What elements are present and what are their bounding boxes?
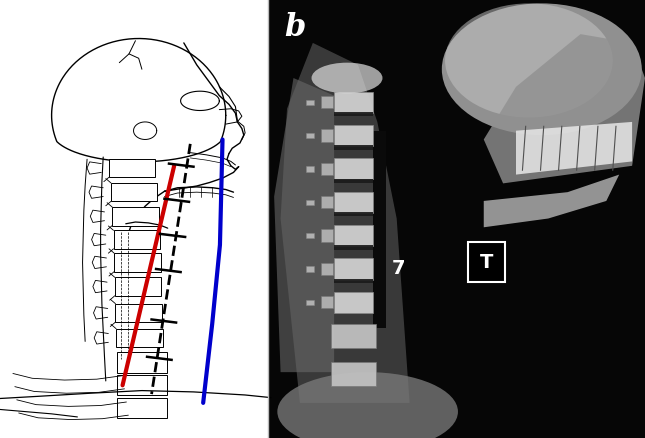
Bar xyxy=(268,0,645,438)
Text: T: T xyxy=(480,253,493,272)
Bar xyxy=(114,254,161,272)
Bar xyxy=(306,167,314,172)
Bar xyxy=(373,131,386,328)
Bar xyxy=(114,231,160,249)
Bar xyxy=(111,184,157,202)
Bar xyxy=(334,146,373,150)
Bar xyxy=(306,200,314,205)
Bar xyxy=(334,279,373,283)
Bar xyxy=(334,259,373,280)
Bar xyxy=(321,263,333,276)
Bar xyxy=(306,267,314,272)
Bar xyxy=(117,398,167,418)
Text: b: b xyxy=(284,12,305,43)
Bar xyxy=(117,375,167,396)
Ellipse shape xyxy=(445,4,613,118)
Ellipse shape xyxy=(277,372,458,438)
Bar xyxy=(306,233,314,239)
Bar xyxy=(334,159,373,180)
Bar xyxy=(334,226,373,247)
Bar xyxy=(334,192,373,213)
Polygon shape xyxy=(484,175,619,228)
Ellipse shape xyxy=(312,64,382,94)
Polygon shape xyxy=(516,123,632,175)
Bar xyxy=(306,100,314,106)
Bar xyxy=(334,92,373,113)
Bar xyxy=(331,362,376,386)
Bar xyxy=(321,297,333,309)
Bar xyxy=(117,353,167,373)
Bar xyxy=(334,179,373,184)
Bar xyxy=(109,159,155,178)
Polygon shape xyxy=(274,79,334,372)
Bar xyxy=(321,163,333,176)
Bar xyxy=(116,329,163,347)
Text: 7: 7 xyxy=(392,259,406,278)
Bar xyxy=(334,113,373,117)
Bar xyxy=(334,246,373,250)
Bar xyxy=(0,0,268,438)
Ellipse shape xyxy=(442,4,642,136)
Bar xyxy=(334,212,373,217)
Bar xyxy=(334,292,373,313)
Bar xyxy=(334,126,373,147)
Bar xyxy=(306,134,314,139)
Polygon shape xyxy=(484,35,645,184)
Bar xyxy=(306,300,314,305)
Bar xyxy=(115,278,161,296)
Bar xyxy=(331,324,376,349)
Bar xyxy=(468,242,505,283)
Polygon shape xyxy=(281,44,410,403)
Bar xyxy=(115,304,162,322)
Bar xyxy=(321,197,333,209)
Bar xyxy=(112,208,159,226)
Bar xyxy=(321,97,333,109)
Bar xyxy=(321,130,333,142)
Bar xyxy=(321,230,333,242)
